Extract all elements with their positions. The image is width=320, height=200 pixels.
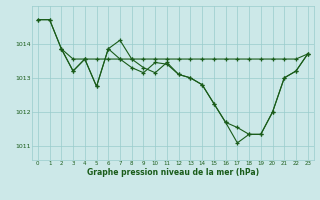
X-axis label: Graphe pression niveau de la mer (hPa): Graphe pression niveau de la mer (hPa) [87, 168, 259, 177]
